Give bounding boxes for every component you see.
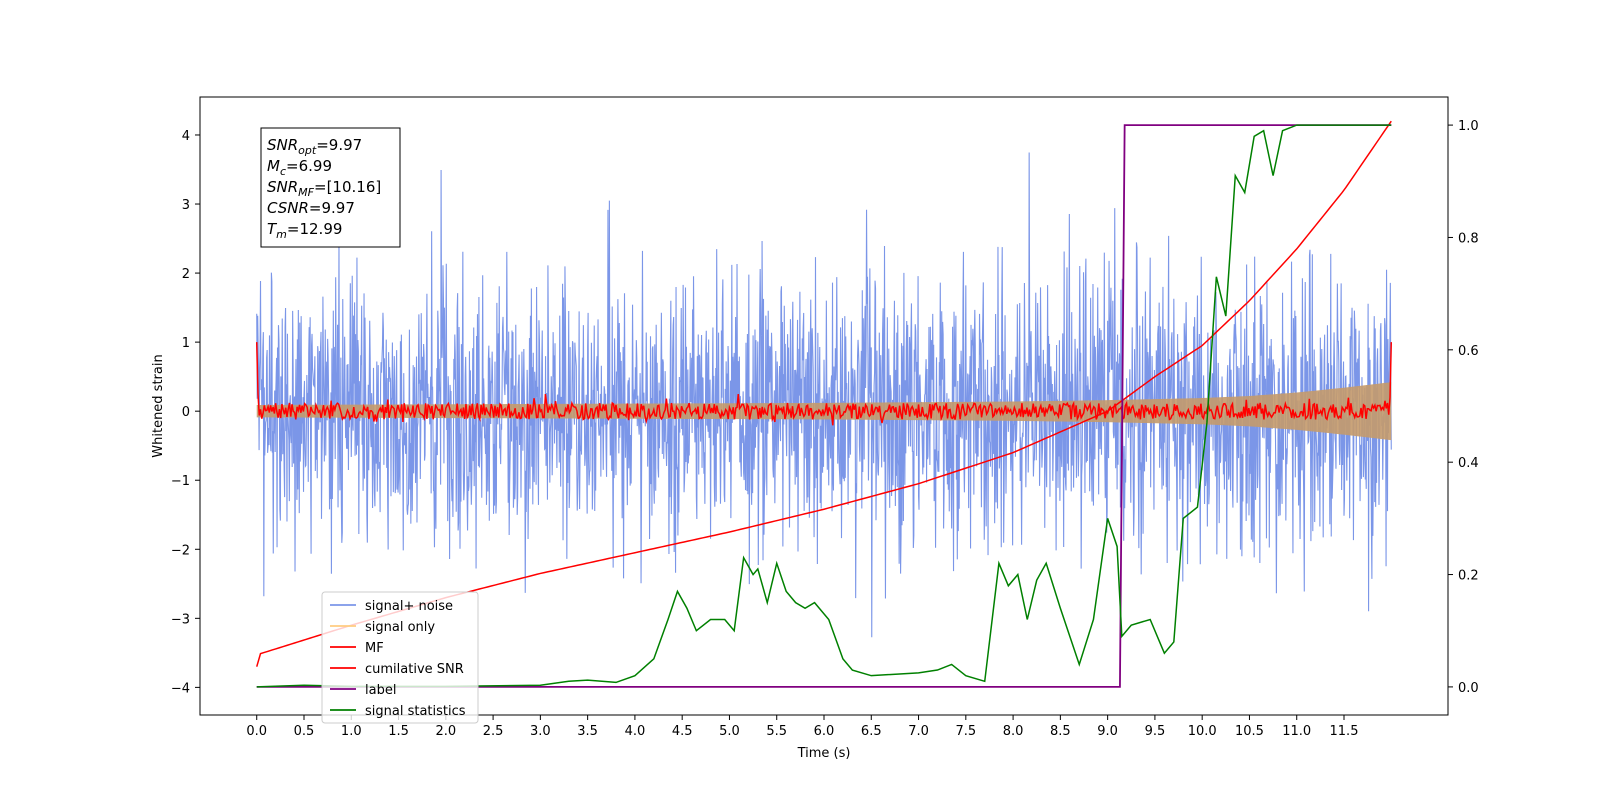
legend-label: MF — [365, 641, 384, 656]
x-tick-label: 5.5 — [766, 724, 787, 739]
x-tick-label: 3.0 — [530, 724, 551, 739]
x-tick-label: 8.0 — [1003, 724, 1024, 739]
annotation-line: Mc=6.99 — [267, 157, 332, 178]
x-tick-label: 11.0 — [1282, 724, 1311, 739]
x-tick-label: 9.5 — [1145, 724, 1166, 739]
y-tick-label: −1 — [171, 474, 190, 489]
x-tick-label: 4.5 — [672, 724, 693, 739]
annotation-line: Tm=12.99 — [267, 220, 342, 241]
series-layer — [255, 120, 1393, 688]
y-tick-label: 4 — [182, 129, 190, 144]
annotation-line: SNRMF=[10.16] — [267, 178, 381, 199]
annotation-frame — [260, 127, 401, 248]
legend-label: signal+ noise — [365, 599, 453, 614]
y-tick-label: −2 — [171, 543, 190, 558]
y-axis-left: −4 −3 −2 −1 0 1 2 3 4 — [171, 129, 200, 696]
x-tick-label: 7.0 — [908, 724, 929, 739]
y-tick-label: −4 — [171, 681, 190, 696]
y-tick-label: 3 — [182, 198, 190, 213]
series-signal-statistics — [256, 124, 1392, 688]
y2-tick-label: 0.0 — [1458, 681, 1479, 696]
y2-tick-label: 0.8 — [1458, 231, 1479, 246]
y2-tick-label: 0.6 — [1458, 344, 1479, 359]
x-tick-label: 3.5 — [577, 724, 598, 739]
x-tick-label: 2.5 — [483, 724, 504, 739]
x-tick-label: 0.5 — [294, 724, 315, 739]
annotation-line: CSNR=9.97 — [267, 199, 355, 217]
legend: signal+ noise signal only MF cumilative SNR… — [321, 591, 479, 724]
x-tick-label: 0.0 — [246, 724, 267, 739]
x-tick-label: 4.0 — [625, 724, 646, 739]
annotation-line: SNRopt=9.97 — [267, 136, 362, 157]
y2-tick-label: 0.4 — [1458, 456, 1479, 471]
y2-tick-label: 1.0 — [1458, 119, 1479, 134]
x-tick-label: 6.5 — [861, 724, 882, 739]
x-tick-label: 10.0 — [1188, 724, 1217, 739]
y-axis-right: 0.0 0.2 0.4 0.6 0.8 1.0 — [1448, 119, 1479, 696]
x-tick-label: 10.5 — [1235, 724, 1264, 739]
legend-frame — [321, 591, 479, 724]
legend-label: signal statistics — [365, 704, 466, 719]
y2-tick-label: 0.2 — [1458, 569, 1479, 584]
x-tick-label: 2.0 — [435, 724, 456, 739]
y-tick-label: 0 — [182, 405, 190, 420]
x-tick-label: 9.0 — [1097, 724, 1118, 739]
stats-annotation-box: SNRopt=9.97Mc=6.99SNRMF=[10.16]CSNR=9.97… — [260, 127, 401, 248]
x-tick-label: 1.0 — [341, 724, 362, 739]
x-tick-label: 11.5 — [1330, 724, 1359, 739]
legend-label: label — [365, 683, 396, 698]
x-tick-label: 8.5 — [1050, 724, 1071, 739]
y-tick-label: 1 — [182, 336, 190, 351]
x-tick-label: 7.5 — [955, 724, 976, 739]
x-tick-label: 1.5 — [388, 724, 409, 739]
series-mf — [255, 342, 1393, 426]
y-tick-label: −3 — [171, 612, 190, 627]
x-tick-label: 5.0 — [719, 724, 740, 739]
x-axis: 0.0 0.5 1.0 1.5 2.0 2.5 3.0 3.5 4.0 4.5 5.0 5.5 6.0 6… — [246, 715, 1358, 739]
y-tick-label: 2 — [182, 267, 190, 282]
legend-label: cumilative SNR — [365, 662, 464, 677]
x-tick-label: 6.0 — [814, 724, 835, 739]
series-label — [256, 124, 1392, 688]
series-signal-only — [256, 382, 1392, 441]
legend-label: signal only — [365, 620, 435, 635]
x-axis-label: Time (s) — [797, 746, 851, 761]
series-signal-noise — [256, 152, 1392, 638]
y-axis-label: Whitened strain — [151, 354, 166, 457]
